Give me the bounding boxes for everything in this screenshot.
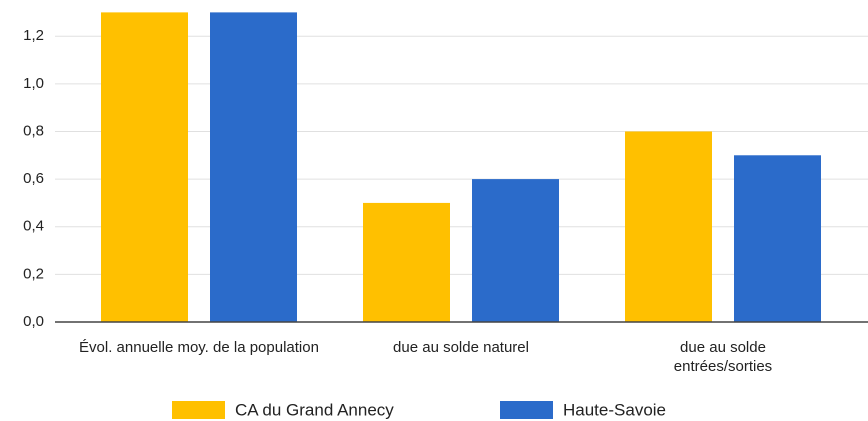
bar [472, 179, 559, 322]
x-tick-label: due au solde naturel [393, 339, 529, 356]
y-tick-label: 0,0 [23, 313, 44, 330]
bar [625, 131, 712, 322]
bar [734, 155, 821, 322]
legend-swatch [500, 401, 553, 419]
x-tick-label: due au solde entrées/sorties [673, 339, 773, 375]
legend-swatch [172, 401, 225, 419]
legend-label: CA du Grand Annecy [235, 400, 394, 419]
y-tick-label: 1,2 [23, 27, 44, 44]
y-tick-label: 0,8 [23, 122, 44, 139]
bar [210, 12, 297, 322]
y-tick-label: 0,4 [23, 218, 44, 235]
y-tick-label: 0,2 [23, 265, 44, 282]
y-tick-label: 1,0 [23, 75, 44, 92]
x-tick-label: Évol. annuelle moy. de la population [79, 339, 319, 356]
legend-label: Haute-Savoie [563, 400, 666, 419]
y-tick-label: 0,6 [23, 170, 44, 187]
bar [101, 12, 188, 322]
bar [363, 202, 450, 322]
